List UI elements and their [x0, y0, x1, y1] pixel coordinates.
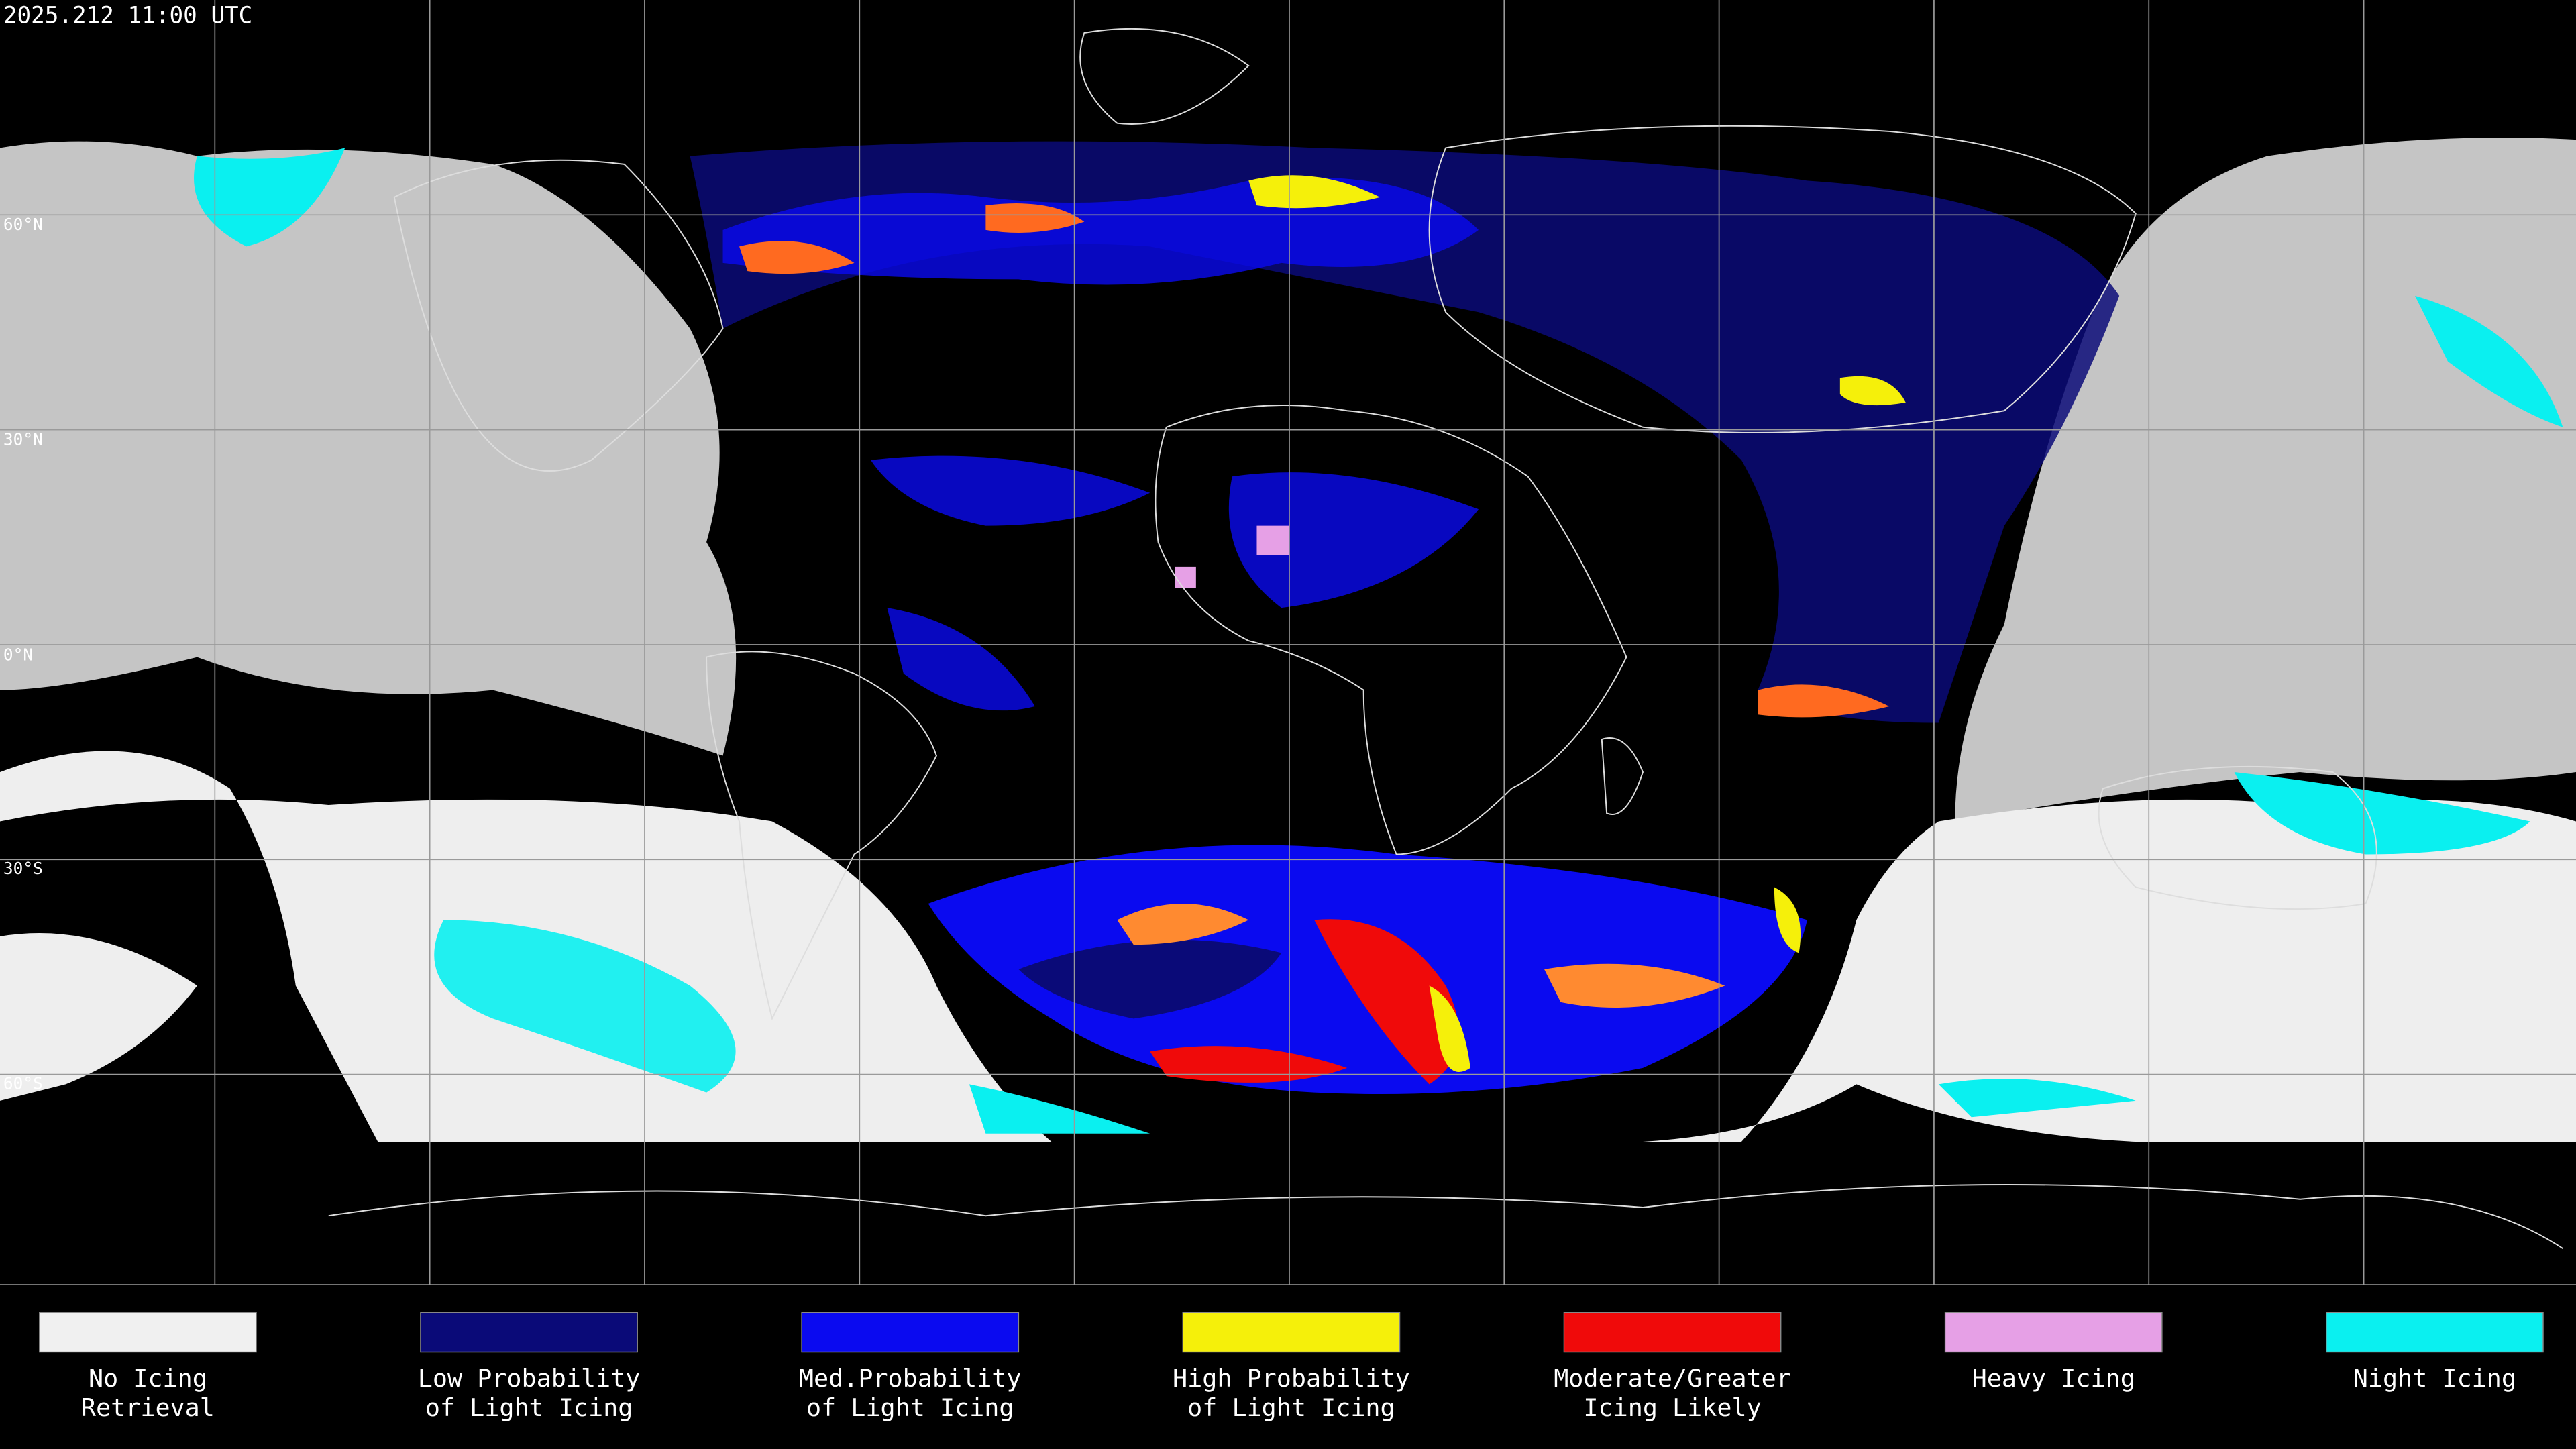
legend-label: Heavy Icing — [1972, 1364, 2135, 1393]
lat-label: 0°N — [3, 645, 33, 664]
cloud-region — [0, 933, 197, 1101]
legend-swatch — [1563, 1312, 1782, 1353]
legend-label: Low Probability — [418, 1364, 641, 1393]
legend-swatch — [39, 1312, 257, 1353]
legend-label: Med.Probability — [799, 1364, 1022, 1393]
coastline — [1601, 737, 1644, 815]
night-icing-region — [2234, 772, 2530, 855]
coastline — [1428, 125, 2137, 433]
legend-label: Moderate/Greater — [1554, 1364, 1791, 1393]
icing-region — [1117, 903, 1725, 1008]
lat-label: 60°N — [3, 215, 43, 234]
legend-label: Retrieval — [81, 1393, 215, 1422]
legend-swatch — [1182, 1312, 1401, 1353]
coastlines — [328, 28, 2563, 1250]
legend-swatch — [1944, 1312, 2163, 1353]
timestamp: 2025.212 11:00 UTC — [3, 2, 252, 29]
icing-region — [1018, 939, 1282, 1019]
coastline — [328, 1184, 2563, 1250]
legend-swatch — [420, 1312, 638, 1353]
icing-region — [1429, 887, 1801, 1072]
coastline — [1155, 405, 1627, 855]
graticule — [0, 0, 2576, 1285]
latitude-labels: 60°N 30°N 0°N 30°S 60°S — [3, 215, 43, 1093]
icing-region — [870, 455, 1479, 711]
cloud-layer — [0, 138, 2576, 1142]
coastline — [706, 651, 937, 1021]
icing-region — [1314, 919, 1459, 1085]
coastline — [393, 159, 724, 472]
legend-label: Night Icing — [2353, 1364, 2516, 1393]
legend-swatch — [801, 1312, 1020, 1353]
coastline — [2098, 765, 2377, 910]
icing-region — [1175, 525, 1290, 588]
cloud-region — [1051, 799, 2576, 1142]
icing-region — [1248, 175, 1906, 406]
legend-label: No Icing — [89, 1364, 207, 1393]
legend-label: of Light Icing — [1187, 1393, 1395, 1422]
lat-label: 30°N — [3, 430, 43, 449]
legend-label: of Light Icing — [425, 1393, 633, 1422]
lat-label: 60°S — [3, 1074, 43, 1093]
cloud-region — [0, 141, 737, 756]
coastline — [1079, 28, 1250, 125]
night-icing-region — [193, 148, 345, 247]
legend-label: Icing Likely — [1583, 1393, 1761, 1422]
legend-label: of Light Icing — [806, 1393, 1014, 1422]
night-icing-region — [969, 1079, 2136, 1134]
icing-region — [690, 141, 2120, 723]
icing-region — [1150, 1046, 1348, 1083]
night-icing-region — [2415, 295, 2563, 427]
night-icing-region — [434, 920, 736, 1093]
lat-label: 30°S — [3, 859, 43, 878]
legend-label: High Probability — [1173, 1364, 1410, 1393]
legend-swatch — [2326, 1312, 2544, 1353]
